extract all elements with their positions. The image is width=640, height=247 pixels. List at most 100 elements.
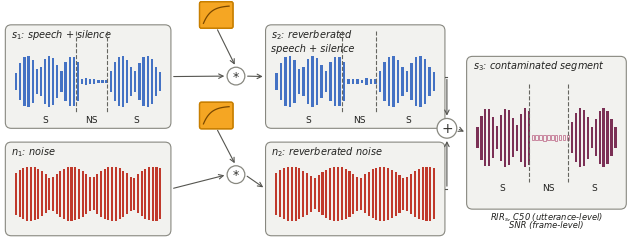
Bar — [516, 124, 518, 151]
Bar — [65, 62, 67, 101]
Bar — [352, 79, 354, 84]
Bar — [122, 171, 124, 217]
Bar — [130, 177, 132, 211]
Bar — [406, 177, 408, 211]
Bar — [89, 177, 91, 210]
Bar — [401, 67, 404, 96]
Bar — [72, 57, 75, 106]
Bar — [512, 118, 514, 157]
Bar — [419, 56, 422, 107]
Bar — [100, 171, 102, 217]
Bar — [348, 79, 349, 84]
Text: S: S — [134, 117, 140, 125]
Bar — [508, 110, 510, 165]
FancyBboxPatch shape — [266, 25, 445, 128]
Bar — [571, 122, 573, 153]
Bar — [433, 168, 435, 220]
Bar — [334, 57, 336, 106]
Bar — [118, 168, 120, 219]
Bar — [28, 56, 29, 107]
Bar — [547, 135, 550, 140]
Bar — [343, 62, 345, 101]
Bar — [536, 135, 538, 140]
Bar — [23, 57, 26, 106]
Bar — [399, 175, 401, 213]
Bar — [317, 175, 320, 212]
Bar — [551, 135, 554, 140]
Bar — [392, 56, 395, 107]
Bar — [403, 178, 404, 210]
Bar — [607, 111, 609, 164]
Bar — [337, 167, 339, 221]
Bar — [81, 171, 84, 217]
Bar — [93, 79, 95, 84]
Bar — [143, 57, 145, 106]
Bar — [33, 167, 36, 220]
Bar — [126, 60, 128, 103]
Bar — [410, 174, 412, 214]
Text: $n_2$: reverberated noise: $n_2$: reverberated noise — [271, 145, 383, 159]
Bar — [148, 167, 150, 220]
Bar — [52, 58, 54, 105]
Bar — [414, 171, 416, 217]
FancyBboxPatch shape — [200, 2, 233, 28]
Bar — [130, 67, 132, 96]
Bar — [555, 135, 557, 141]
Bar — [150, 60, 153, 103]
Bar — [70, 167, 72, 221]
Bar — [31, 61, 34, 103]
Bar — [134, 71, 136, 92]
Text: *: * — [233, 169, 239, 182]
Bar — [106, 80, 108, 83]
Bar — [591, 127, 593, 148]
Bar — [45, 174, 47, 213]
Bar — [298, 69, 300, 94]
Bar — [85, 79, 87, 84]
Bar — [141, 171, 143, 216]
Bar — [367, 172, 370, 216]
Bar — [361, 80, 364, 83]
Bar — [145, 169, 147, 219]
Bar — [311, 56, 314, 107]
Bar — [356, 79, 359, 84]
Bar — [356, 177, 358, 211]
Text: RIR$_s$: RIR$_s$ — [206, 1, 227, 14]
Bar — [492, 117, 494, 158]
Bar — [348, 171, 351, 217]
Bar — [415, 57, 417, 106]
Bar — [380, 167, 381, 221]
Bar — [321, 65, 323, 98]
Bar — [433, 72, 435, 91]
Bar — [587, 117, 589, 159]
Bar — [37, 169, 39, 219]
Text: *: * — [233, 71, 239, 83]
Bar — [280, 63, 282, 100]
Bar — [307, 59, 309, 104]
Bar — [374, 80, 377, 83]
Text: $s_2$: reverberated
speech + silence: $s_2$: reverberated speech + silence — [271, 28, 355, 54]
Bar — [275, 173, 277, 215]
Bar — [104, 169, 106, 219]
FancyBboxPatch shape — [5, 25, 171, 128]
Text: S: S — [42, 117, 48, 125]
Bar — [504, 108, 506, 167]
Bar — [480, 116, 483, 160]
FancyBboxPatch shape — [266, 142, 445, 236]
Text: NS: NS — [353, 117, 365, 125]
Bar — [302, 170, 305, 217]
Text: S: S — [500, 184, 506, 192]
Bar — [410, 63, 413, 100]
Bar — [114, 62, 116, 101]
Bar — [279, 170, 281, 217]
Bar — [126, 173, 128, 214]
Bar — [391, 169, 393, 218]
Bar — [611, 120, 612, 156]
Bar — [15, 173, 17, 215]
Bar — [159, 72, 161, 91]
FancyBboxPatch shape — [200, 102, 233, 129]
Bar — [137, 174, 139, 213]
Bar — [22, 168, 24, 219]
Bar — [370, 79, 372, 84]
Bar — [26, 167, 28, 221]
Bar — [484, 109, 486, 166]
